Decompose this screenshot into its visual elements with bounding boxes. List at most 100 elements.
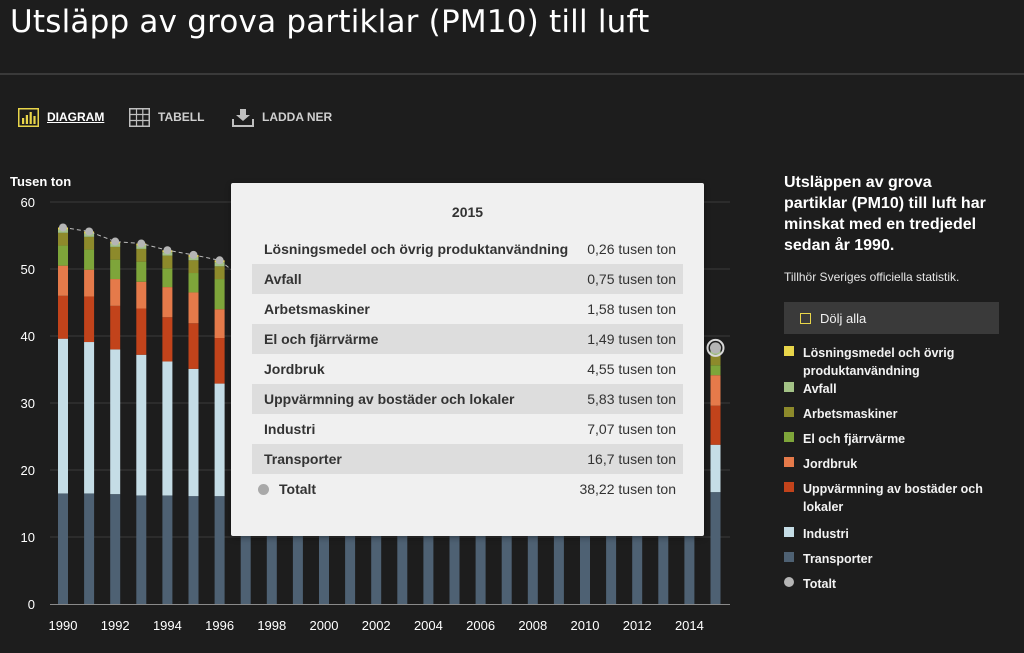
total-point [137,239,146,248]
bar-segment [397,494,408,604]
tooltip-row-name: Industri [264,421,316,437]
bar-segment [475,493,486,604]
legend-item-losningsmedel[interactable]: Lösningsmedel och övrig produktanvändnin… [784,344,993,380]
tooltip-row-value: 1,49 tusen ton [587,331,676,347]
legend-item-transporter[interactable]: Transporter [784,550,993,568]
y-tick-label: 0 [28,597,35,612]
legend-item-jordbruk[interactable]: Jordbruk [784,455,993,473]
bar-segment [710,375,721,406]
total-point [215,256,224,265]
legend-item-avfall[interactable]: Avfall [784,380,993,398]
download-button[interactable]: LADDA NER [232,107,332,127]
bar-segment [58,295,68,339]
tooltip-row-name: Lösningsmedel och övrig produktanvändnin… [264,241,569,257]
bar-segment [110,494,121,604]
legend-item-totalt[interactable]: Totalt [784,575,993,593]
bar-segment [214,383,225,497]
x-tick-label: 1990 [49,618,78,633]
bar-segment [58,338,68,494]
bar-segment [84,342,95,494]
bar-segment [658,492,669,604]
bar-segment [710,444,721,493]
bar-segment [423,493,434,604]
bar-segment [58,245,68,266]
legend-label: Transporter [803,552,873,566]
total-point [85,227,94,236]
tooltip-row-value: 5,83 tusen ton [587,391,676,407]
page-title: Utsläpp av grova partiklar (PM10) till l… [10,4,650,40]
total-line [62,226,247,282]
y-tick-label: 10 [21,530,35,545]
total-point [189,250,198,259]
bar-segment [84,236,95,250]
diagram-view-button[interactable]: DIAGRAM [18,107,104,127]
legend-item-industri[interactable]: Industri [784,525,993,543]
bar-segment [84,249,95,270]
bar-segment [580,492,590,604]
bar-segment [371,494,382,604]
bar-segment [266,495,277,604]
bar-segment [136,308,147,355]
bar-segment [188,496,199,604]
total-point [111,237,120,246]
x-tick-label: 2010 [571,618,600,633]
bar-segment [110,305,121,350]
x-tick-label: 1992 [101,618,130,633]
bar-segment [240,496,251,604]
x-tick-label: 2012 [623,618,652,633]
tooltip-row: Industri 7,07 tusen ton [252,414,683,444]
bar-segment [710,354,721,366]
legend-label: Lösningsmedel och övrig produktanvändnin… [803,346,955,378]
x-tick-label: 2014 [675,618,704,633]
tooltip-total-name: Totalt [279,481,317,497]
bar-segment [553,493,564,604]
bar-segment [214,279,225,310]
download-label: LADDA NER [262,110,333,124]
bar-segment [684,492,695,604]
tooltip-row-value: 0,75 tusen ton [587,271,676,287]
tooltip-row-name: Arbetsmaskiner [264,301,370,317]
y-axis-label: Tusen ton [10,174,71,189]
bar-segment [58,232,68,246]
bar-segment [188,368,199,497]
y-tick-label: 30 [21,396,35,411]
bar-segment [84,269,95,297]
table-grid-icon [129,107,150,127]
bar-segment [136,261,147,282]
bar-segment [214,496,225,604]
tooltip-row: Uppvärmning av bostäder och lokaler 5,83… [252,384,683,414]
x-tick-label: 2006 [466,618,495,633]
tooltip-row: Arbetsmaskiner 1,58 tusen ton [252,294,683,324]
diagram-label: DIAGRAM [47,110,105,124]
legend-item-arbetsmaskiner[interactable]: Arbetsmaskiner [784,405,993,423]
bar-segment [110,349,121,495]
bar-segment [292,495,303,604]
bar-segment [162,495,173,604]
table-view-button[interactable]: TABELL [129,107,204,127]
tooltip-row-value: 4,55 tusen ton [587,361,676,377]
bar-segment [449,493,460,604]
tooltip-row-value: 16,7 tusen ton [587,451,676,467]
data-tooltip: 2015 Lösningsmedel och övrig produktanvä… [231,183,704,536]
bar-segment [710,365,721,376]
bar-segment [110,259,121,280]
bar-segment [319,494,329,604]
tooltip-row: El och fjärrvärme 1,49 tusen ton [252,324,683,354]
total-point-highlight-ring [706,338,725,357]
tooltip-row-value: 0,26 tusen ton [587,241,676,257]
y-tick-label: 20 [21,463,35,478]
bar-segment [110,246,121,260]
tooltip-row-name: Transporter [264,451,342,467]
legend-item-uppvarmning[interactable]: Uppvärmning av bostäder och lokaler [784,480,993,516]
hide-all-button[interactable]: Dölj alla [784,302,999,334]
y-tick-label: 40 [21,329,35,344]
official-statistics-note: Tillhör Sveriges officiella statistik. [784,270,960,284]
legend-label: Jordbruk [803,457,858,471]
legend-item-el-och-fjarrvarme[interactable]: El och fjärrvärme [784,430,993,448]
header-divider [0,73,1024,75]
hide-all-label: Dölj alla [820,310,867,326]
bar-segment [136,281,147,309]
x-tick-label: 1996 [205,618,234,633]
bar-segment [710,405,721,445]
bar-chart-icon [18,107,39,127]
